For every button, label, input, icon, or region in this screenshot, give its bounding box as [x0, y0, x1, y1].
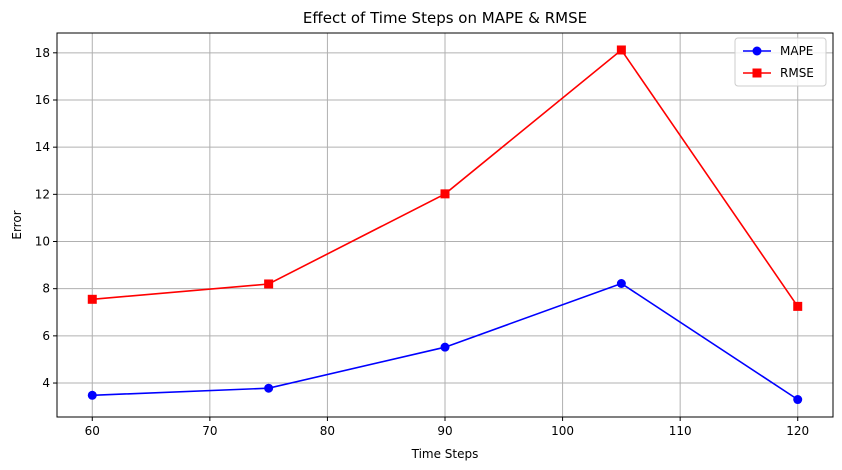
y-tick-label: 18 — [35, 46, 50, 60]
rmse-marker — [264, 279, 274, 289]
x-axis-label: Time Steps — [411, 447, 479, 461]
rmse-marker — [793, 301, 803, 311]
rmse-marker — [87, 294, 97, 304]
x-tick-label: 70 — [202, 424, 217, 438]
y-tick-label: 10 — [35, 235, 50, 249]
legend-mape-marker — [752, 46, 762, 56]
rmse-marker — [616, 45, 626, 55]
ticks: 60 70 80 90 100 110 120 4 6 8 10 12 14 16 18 — [35, 46, 809, 438]
y-tick-label: 6 — [42, 329, 50, 343]
mape-marker — [264, 383, 274, 393]
y-axis-label: Error — [10, 210, 24, 239]
y-tick-label: 8 — [42, 282, 50, 296]
x-tick-label: 110 — [669, 424, 692, 438]
mape-marker — [616, 278, 626, 288]
y-tick-label: 4 — [42, 376, 50, 390]
mape-marker — [87, 390, 97, 400]
mape-marker — [793, 395, 803, 405]
grid — [57, 33, 833, 417]
series-layer — [87, 45, 803, 405]
chart-title: Effect of Time Steps on MAPE & RMSE — [303, 9, 587, 27]
legend: MAPE RMSE — [734, 37, 827, 87]
y-tick-label: 16 — [35, 93, 50, 107]
y-tick-label: 12 — [35, 187, 50, 201]
x-tick-label: 90 — [437, 424, 452, 438]
x-tick-label: 120 — [786, 424, 809, 438]
y-tick-label: 14 — [35, 140, 50, 154]
x-tick-label: 100 — [551, 424, 574, 438]
x-tick-label: 60 — [85, 424, 100, 438]
legend-rmse-marker — [752, 68, 762, 78]
rmse-marker — [440, 189, 450, 199]
legend-mape-label: MAPE — [780, 44, 813, 58]
mape-marker — [440, 342, 450, 352]
legend-rmse-label: RMSE — [780, 66, 814, 80]
x-tick-label: 80 — [320, 424, 335, 438]
